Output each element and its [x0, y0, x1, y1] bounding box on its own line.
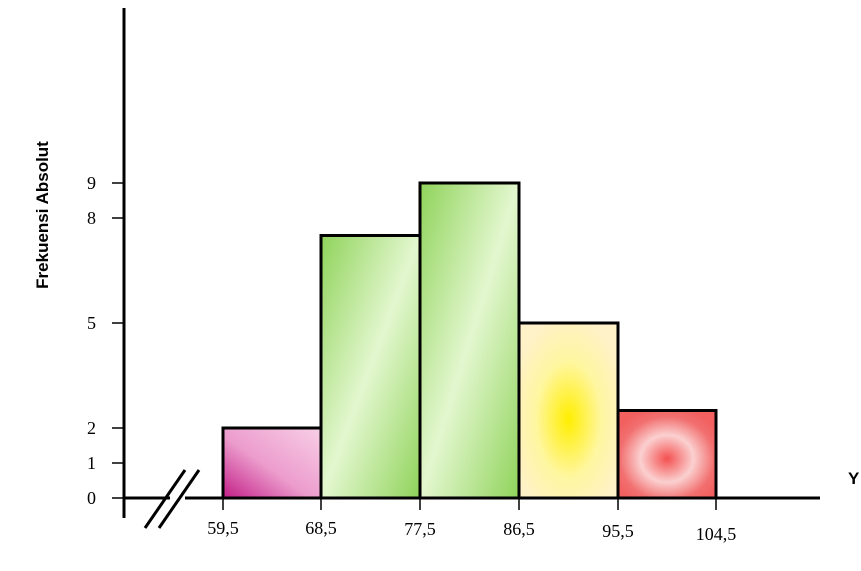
histogram-bar [616, 409, 718, 500]
x-tick-label: 59,5 [207, 518, 239, 538]
x-tick-label: 86,5 [503, 519, 535, 539]
x-axis-title: Y [848, 469, 860, 488]
histogram-bar [221, 426, 323, 500]
y-axis-title: Frekuensi Absolut [33, 141, 52, 289]
y-tick-label: 8 [87, 208, 96, 228]
y-ticks-layer: 0 1 2 5 8 9 [87, 173, 124, 508]
x-tick-label: 68,5 [305, 518, 337, 538]
histogram-bar [418, 181, 521, 500]
y-tick-label: 2 [87, 418, 96, 438]
histogram-bar [319, 234, 422, 500]
x-tick-label: 95,5 [602, 521, 634, 541]
y-tick-label: 0 [87, 488, 96, 508]
axis-break-mark-right [157, 469, 201, 529]
histogram-bar [517, 321, 620, 500]
axis-break-mark-left [143, 469, 187, 529]
x-ticks-layer: 59,5 68,5 77,5 86,5 95,5 104,5 [207, 498, 736, 544]
y-tick-label: 9 [87, 173, 96, 193]
y-tick-label: 1 [87, 453, 96, 473]
x-tick-label: 77,5 [404, 519, 436, 539]
y-tick-label: 5 [87, 313, 96, 333]
bars-layer [221, 181, 718, 500]
x-tick-label: 104,5 [696, 524, 737, 544]
